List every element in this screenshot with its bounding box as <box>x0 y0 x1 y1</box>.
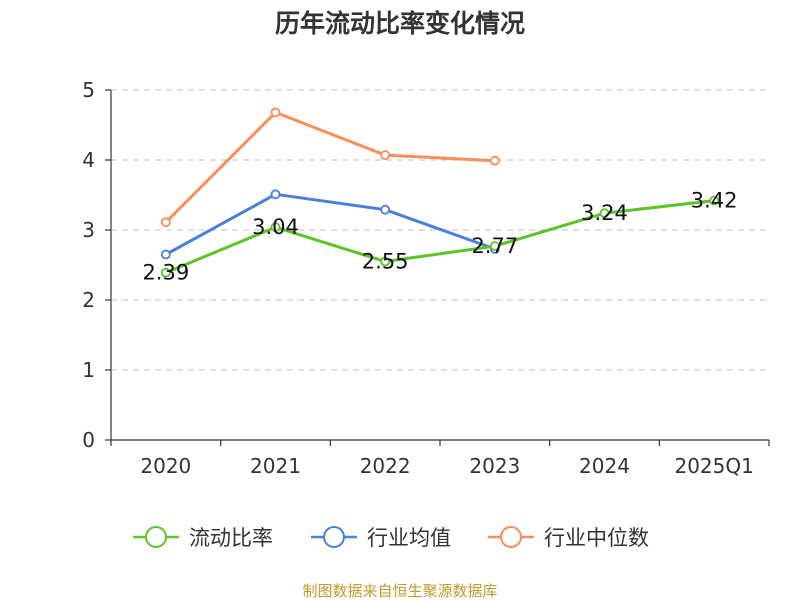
x-tick-label: 2022 <box>360 454 411 478</box>
series-group <box>160 107 720 278</box>
legend-label: 行业中位数 <box>544 526 649 550</box>
x-tick-label: 2024 <box>579 454 630 478</box>
data-label: 3.24 <box>581 201 628 225</box>
legend-label: 行业均值 <box>367 526 451 550</box>
x-tick-label: 2021 <box>250 454 301 478</box>
data-label: 2.39 <box>142 261 189 285</box>
axes: 0 1 2 3 4 5 2020 2021 2022 2023 2024 2025Q1 <box>82 78 770 478</box>
chart-title: 历年流动比率变化情况 <box>275 9 525 38</box>
data-point <box>709 195 720 206</box>
data-point <box>160 249 171 260</box>
data-point <box>489 241 500 252</box>
legend-label: 流动比率 <box>189 526 273 550</box>
legend-marker <box>500 526 522 548</box>
data-label: 3.04 <box>252 215 299 239</box>
x-tick-label: 2023 <box>469 454 520 478</box>
legend: 流动比率 行业均值 行业中位数 <box>133 526 649 550</box>
x-tick-label: 2020 <box>140 454 191 478</box>
y-tick-label: 1 <box>82 358 95 382</box>
x-tick-label: 2025Q1 <box>674 454 753 478</box>
legend-marker <box>323 526 345 548</box>
data-label: 2.77 <box>471 234 518 258</box>
source-note: 制图数据来自恒生聚源数据库 <box>302 582 497 600</box>
series-line <box>165 199 715 275</box>
data-point <box>380 256 391 267</box>
data-labels: 2.39 3.04 2.55 2.77 3.24 3.42 <box>142 189 737 285</box>
data-point <box>270 222 281 233</box>
data-label: 2.55 <box>362 250 409 274</box>
data-point <box>380 150 391 161</box>
y-tick-label: 2 <box>82 288 95 312</box>
data-label: 3.42 <box>691 189 738 213</box>
legend-marker <box>145 526 167 548</box>
data-point <box>380 204 391 215</box>
series-line <box>165 192 496 256</box>
y-tick-label: 3 <box>82 218 95 242</box>
data-point <box>489 155 500 166</box>
y-tick-label: 0 <box>82 428 95 452</box>
data-point <box>160 267 171 278</box>
series-line <box>164 110 495 224</box>
y-tick-label: 4 <box>82 148 95 172</box>
data-point <box>270 107 281 118</box>
data-point <box>270 189 281 200</box>
data-point <box>599 208 610 219</box>
data-point <box>160 217 171 228</box>
y-tick-label: 5 <box>82 78 95 102</box>
